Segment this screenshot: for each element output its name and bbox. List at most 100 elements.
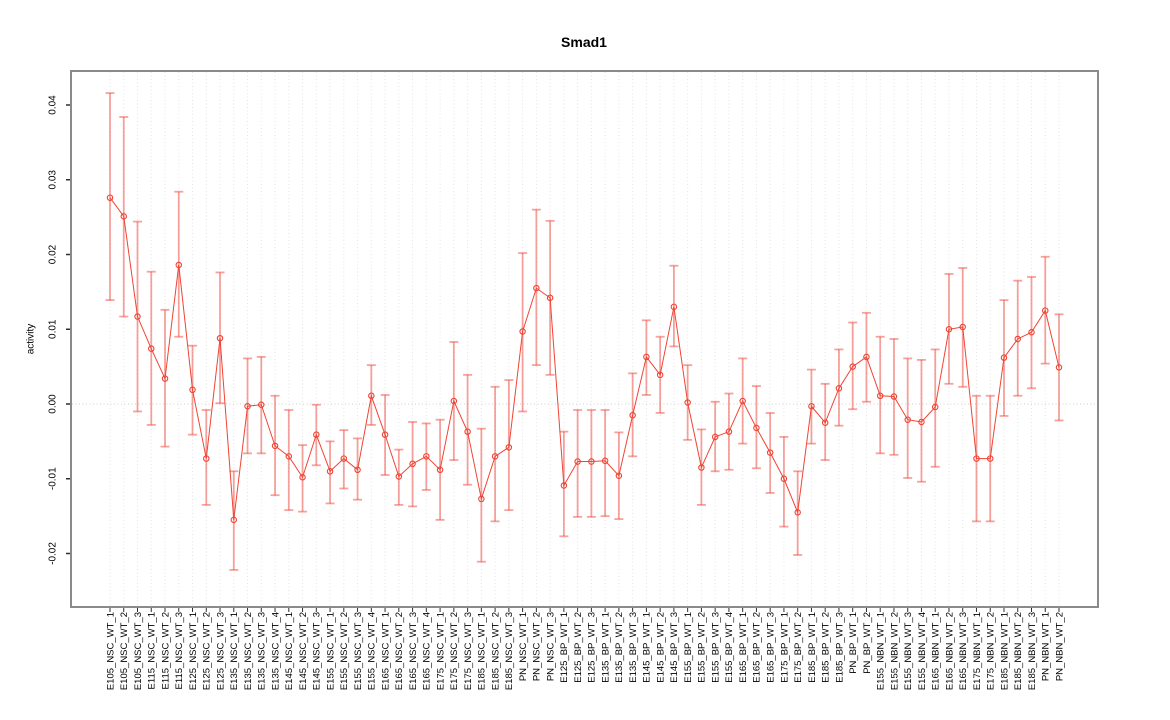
data-point [863, 353, 870, 361]
data-point [148, 345, 155, 352]
data-point [519, 328, 526, 335]
data-point [821, 419, 829, 426]
data-point [835, 385, 843, 392]
x-tick-label: E155_BP_WT_1 [683, 612, 694, 683]
x-tick-label: E145_NSC_WT_2 [298, 612, 309, 690]
x-tick-label: E155_NBN_WT_1 [876, 612, 887, 690]
series-line [109, 197, 1060, 520]
data-point [409, 460, 416, 468]
data-point [395, 473, 403, 480]
data-point [326, 468, 334, 475]
data-point [423, 453, 430, 460]
data-point [189, 386, 196, 394]
data-point [533, 284, 540, 292]
data-point [106, 194, 114, 201]
data-point [931, 403, 939, 411]
data-point [753, 424, 760, 432]
x-tick-label: PN_NBN_WT_2 [1054, 612, 1065, 681]
x-tick-label: E135_NSC_WT_3 [257, 612, 268, 690]
data-point [299, 474, 306, 481]
data-point [601, 457, 609, 465]
x-tick-label: E125_NSC_WT_1 [188, 612, 199, 690]
x-tick-label: E145_BP_WT_1 [642, 612, 653, 683]
data-point [670, 303, 678, 311]
y-tick-label: 0.04 [48, 95, 59, 115]
data-point [436, 466, 444, 474]
x-tick-label: PN_NSC_WT_1 [518, 612, 529, 681]
x-tick-label: E135_BP_WT_2 [614, 612, 625, 683]
x-tick-label: E165_NSC_WT_4 [422, 612, 433, 690]
data-point [629, 411, 636, 419]
data-point [1041, 307, 1049, 314]
x-tick-label: E155_NBN_WT_3 [903, 612, 914, 690]
y-tick-label: 0.00 [48, 394, 59, 414]
data-point [959, 323, 966, 331]
x-tick-label: E175_NSC_WT_3 [463, 612, 474, 690]
x-tick-label: E125_BP_WT_3 [587, 612, 598, 683]
data-point [588, 458, 595, 465]
data-point [491, 453, 499, 460]
plot-frame [70, 70, 1099, 608]
x-tick-label: E165_NBN_WT_1 [931, 612, 942, 690]
x-tick-label: E125_BP_WT_1 [559, 612, 570, 683]
error-bars [105, 92, 1064, 571]
x-tick-label: E185_BP_WT_3 [834, 612, 845, 683]
data-point [285, 453, 293, 460]
data-point [739, 397, 746, 405]
x-tick-label: E175_NBN_WT_2 [986, 612, 997, 690]
x-tick-label: E185_NSC_WT_2 [490, 612, 501, 690]
x-tick-label: E145_BP_WT_3 [669, 612, 680, 683]
x-tick-label: E105_NSC_WT_2 [119, 612, 130, 690]
data-point [684, 399, 691, 406]
x-tick-label: E165_BP_WT_3 [765, 612, 776, 683]
data-point [643, 353, 650, 361]
data-point [230, 516, 238, 524]
data-point [849, 363, 856, 370]
x-tick-label: E115_NSC_WT_2 [160, 612, 171, 689]
x-tick-label: E155_NSC_WT_1 [325, 612, 336, 690]
y-tick-label: 0.03 [48, 170, 59, 190]
x-tick-label: E165_NBN_WT_2 [944, 612, 955, 690]
chart-title: Smad1 [561, 34, 607, 50]
data-point [258, 401, 265, 408]
data-point [450, 397, 458, 405]
data-point [368, 392, 375, 400]
vertical-gridlines [109, 72, 1060, 606]
data-point [986, 455, 994, 462]
data-point [973, 455, 980, 462]
data-point [161, 375, 169, 382]
data-point [725, 428, 733, 435]
x-tick-label: E155_NSC_WT_4 [367, 612, 378, 690]
y-tick-label: -0.01 [48, 467, 59, 490]
x-tick-label: E165_NSC_WT_3 [408, 612, 419, 690]
data-point [560, 482, 568, 489]
data-point [808, 402, 815, 410]
x-tick-label: E165_BP_WT_2 [752, 612, 763, 683]
data-point [1028, 328, 1035, 336]
data-point [203, 455, 210, 462]
data-point [216, 334, 224, 342]
data-point [698, 464, 705, 471]
x-tick-label: E135_BP_WT_3 [628, 612, 639, 683]
x-tick-label: PN_NSC_WT_3 [545, 612, 556, 681]
data-point [904, 416, 911, 423]
x-tick-label: E175_BP_WT_1 [779, 612, 790, 683]
x-tick-label: E165_NSC_WT_1 [380, 612, 391, 690]
data-point [1014, 335, 1021, 343]
data-point [780, 475, 788, 482]
x-tick-label: E185_NSC_WT_3 [504, 612, 515, 690]
x-tick-label: E155_NBN_WT_4 [917, 612, 928, 690]
x-tick-label: E155_BP_WT_4 [724, 612, 735, 683]
data-point [340, 455, 348, 462]
x-tick-label: PN_BP_WT_2 [862, 612, 873, 674]
x-tick-label: PN_NBN_WT_1 [1041, 612, 1052, 681]
x-tick-label: E155_NBN_WT_2 [889, 612, 900, 690]
x-tick-label: E125_BP_WT_2 [573, 612, 584, 683]
x-tick-label: E175_NBN_WT_1 [972, 612, 983, 690]
x-tick-label: E175_NSC_WT_1 [435, 612, 446, 690]
x-tick-label: E165_NSC_WT_2 [394, 612, 405, 690]
x-tick-label: E135_NSC_WT_2 [243, 612, 254, 690]
x-tick-label: E185_BP_WT_2 [821, 612, 832, 683]
x-tick-label: E165_BP_WT_1 [738, 612, 749, 683]
